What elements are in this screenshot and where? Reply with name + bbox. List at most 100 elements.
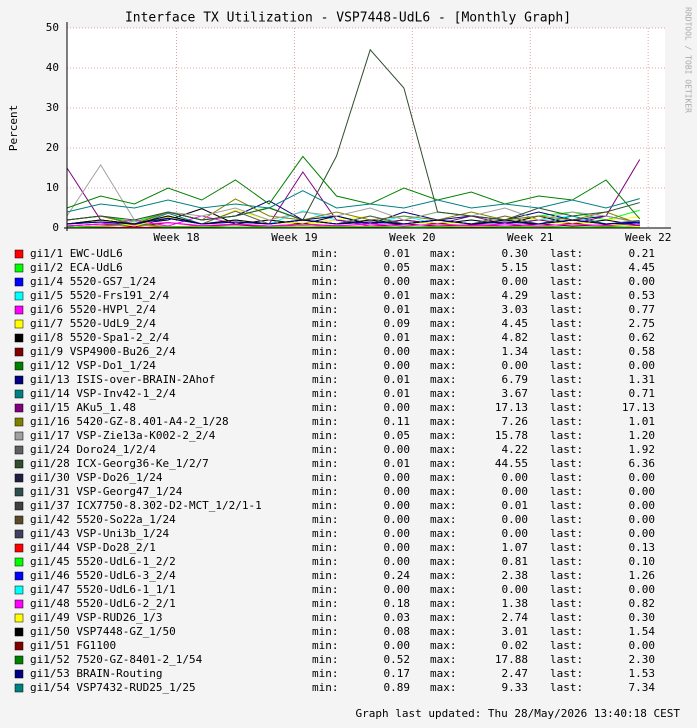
- plot-area: [67, 28, 665, 228]
- y-tick-label: 30: [46, 101, 59, 114]
- stat-value: 0.82: [629, 597, 656, 610]
- stat-value: 0.01: [384, 289, 411, 302]
- legend-swatch: [14, 557, 24, 567]
- stat-value: 3.03: [502, 303, 529, 316]
- stat-label: min:: [312, 345, 339, 358]
- stat-label: max:: [430, 261, 457, 274]
- legend-swatch: [14, 361, 24, 371]
- stat-value: 1.07: [502, 541, 529, 554]
- stat-value: 0.62: [629, 331, 656, 344]
- stat-value: 0.13: [629, 541, 656, 554]
- stat-value: 0.11: [384, 415, 411, 428]
- stat-label: min:: [312, 401, 339, 414]
- stat-label: last:: [550, 331, 583, 344]
- legend-label: gi1/30 VSP-Do26_1/24: [30, 471, 163, 484]
- stat-value: 4.29: [502, 289, 529, 302]
- legend-label: gi1/12 VSP-Do1_1/24: [30, 359, 156, 372]
- stat-value: 0.00: [629, 527, 656, 540]
- stat-value: 0.01: [384, 457, 411, 470]
- legend-label: gi1/37 ICX7750-8.302-D2-MCT_1/2/1-1: [30, 499, 262, 512]
- stat-value: 0.00: [384, 527, 411, 540]
- chart-title: Interface TX Utilization - VSP7448-UdL6 …: [125, 11, 571, 26]
- stat-label: max:: [430, 303, 457, 316]
- stat-value: 0.00: [629, 485, 656, 498]
- stat-label: last:: [550, 303, 583, 316]
- legend-label: gi1/28 ICX-Georg36-Ke_1/2/7: [30, 457, 209, 470]
- legend-swatch: [14, 599, 24, 609]
- stat-label: max:: [430, 485, 457, 498]
- stat-value: 0.01: [384, 303, 411, 316]
- legend-label: gi1/16 5420-GZ-8.401-A4-2_1/28: [30, 415, 229, 428]
- stat-value: 0.01: [384, 331, 411, 344]
- stat-value: 0.71: [629, 387, 656, 400]
- y-axis-label: Percent: [7, 105, 20, 151]
- stat-value: 0.53: [629, 289, 656, 302]
- series-line: [66, 221, 640, 227]
- stat-label: min:: [312, 485, 339, 498]
- y-tick-label: 10: [46, 181, 59, 194]
- stat-value: 5.15: [502, 261, 529, 274]
- stat-label: last:: [550, 471, 583, 484]
- stat-value: 4.45: [502, 317, 529, 330]
- stat-label: max:: [430, 541, 457, 554]
- legend-swatch: [14, 249, 24, 259]
- stat-label: last:: [550, 583, 583, 596]
- stat-label: last:: [550, 415, 583, 428]
- stat-label: last:: [550, 527, 583, 540]
- stat-value: 1.38: [502, 597, 529, 610]
- legend-swatch: [14, 403, 24, 413]
- stat-label: min:: [312, 681, 339, 694]
- stat-value: 0.30: [502, 247, 529, 260]
- legend-swatch: [14, 417, 24, 427]
- stat-value: 0.89: [384, 681, 411, 694]
- legend-swatch: [14, 529, 24, 539]
- legend-label: gi1/1 EWC-UdL6: [30, 247, 123, 260]
- legend-label: gi1/46 5520-UdL6-3_2/4: [30, 569, 176, 582]
- stat-label: min:: [312, 653, 339, 666]
- stat-value: 44.55: [495, 457, 528, 470]
- stat-value: 1.20: [629, 429, 656, 442]
- stat-label: last:: [550, 611, 583, 624]
- stat-value: 0.00: [502, 359, 529, 372]
- stat-label: max:: [430, 569, 457, 582]
- stat-label: min:: [312, 513, 339, 526]
- legend-swatch: [14, 459, 24, 469]
- stat-label: min:: [312, 457, 339, 470]
- legend-label: gi1/17 VSP-Zie13a-K002-2_2/4: [30, 429, 216, 442]
- stat-value: 9.33: [502, 681, 529, 694]
- x-tick-label: Week 18: [153, 231, 199, 244]
- stat-label: min:: [312, 317, 339, 330]
- stat-label: max:: [430, 555, 457, 568]
- legend-label: gi1/31 VSP-Georg47_1/24: [30, 485, 183, 498]
- stat-label: min:: [312, 471, 339, 484]
- stat-value: 1.26: [629, 569, 656, 582]
- stat-value: 0.08: [384, 625, 411, 638]
- stat-label: min:: [312, 331, 339, 344]
- stat-value: 0.00: [502, 513, 529, 526]
- legend-label: gi1/48 5520-UdL6-2_2/1: [30, 597, 176, 610]
- legend-swatch: [14, 305, 24, 315]
- stat-label: max:: [430, 513, 457, 526]
- stat-label: min:: [312, 373, 339, 386]
- stat-value: 17.13: [495, 401, 528, 414]
- stat-label: last:: [550, 485, 583, 498]
- stat-value: 0.00: [384, 555, 411, 568]
- series-line: [66, 155, 641, 220]
- stat-value: 0.52: [384, 653, 411, 666]
- stat-label: max:: [430, 289, 457, 302]
- stat-value: 1.54: [629, 625, 656, 638]
- stat-label: min:: [312, 443, 339, 456]
- stat-value: 0.17: [384, 667, 411, 680]
- stat-label: last:: [550, 499, 583, 512]
- y-tick-label: 50: [46, 21, 59, 34]
- stat-value: 0.00: [629, 275, 656, 288]
- legend-swatch: [14, 375, 24, 385]
- stat-label: min:: [312, 611, 339, 624]
- stat-value: 0.58: [629, 345, 656, 358]
- x-tick-label: Week 19: [271, 231, 317, 244]
- legend-label: gi1/51 FG1100: [30, 639, 116, 652]
- stat-label: last:: [550, 387, 583, 400]
- stat-label: max:: [430, 625, 457, 638]
- stat-value: 4.82: [502, 331, 529, 344]
- stat-label: min:: [312, 667, 339, 680]
